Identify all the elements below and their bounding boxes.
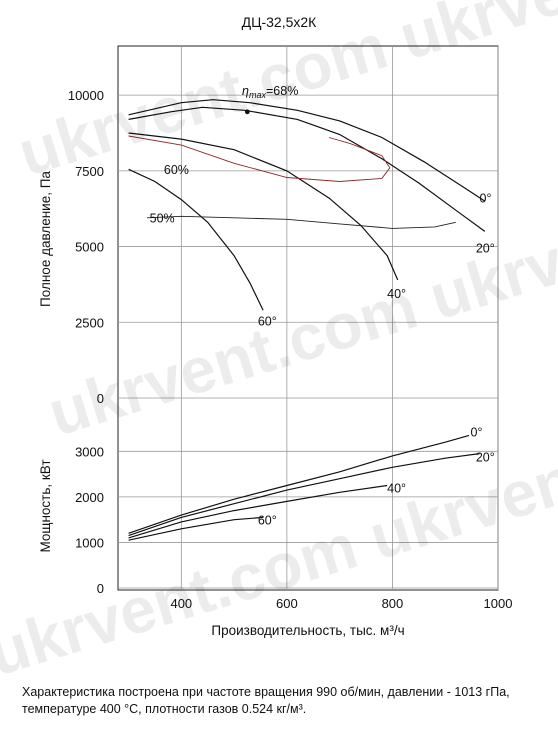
pressure-curve-label: 20° xyxy=(476,242,495,256)
pressure-y-tick-label: 5000 xyxy=(75,240,104,255)
efficiency-curve-60% xyxy=(128,135,391,182)
x-tick-label: 400 xyxy=(170,596,192,611)
power-y-tick-label: 0 xyxy=(97,581,104,596)
chart-footnote: Характеристика построена при частоте вра… xyxy=(22,685,510,716)
max-efficiency-point xyxy=(244,109,250,115)
pressure-y-tick-label: 10000 xyxy=(68,88,104,103)
pressure-y-tick-label: 2500 xyxy=(75,315,104,330)
pressure-series-line-60° xyxy=(128,168,264,311)
pressure-curve-label: 60° xyxy=(258,314,277,328)
power-y-axis-label: Мощность, кВт xyxy=(38,459,53,552)
pressure-curve-label: 60% xyxy=(164,163,189,177)
x-axis-label: Производительность, тыс. м³/ч xyxy=(211,623,404,638)
power-curve-label: 60° xyxy=(258,514,277,528)
plot-frame xyxy=(117,45,499,591)
power-curve-label: 0° xyxy=(471,425,483,439)
pressure-curve-label: ηmax=68% xyxy=(242,84,298,100)
pressure-curve-label: 0° xyxy=(480,192,492,206)
chart-title: ДЦ-32,5х2К xyxy=(241,14,317,30)
power-curve-label: 20° xyxy=(476,450,495,464)
x-tick-label: 600 xyxy=(276,596,298,611)
power-series-line-0° xyxy=(128,434,470,534)
pressure-curve-label: 40° xyxy=(387,287,406,301)
pressure-curve-label: 50% xyxy=(150,211,175,225)
x-tick-label: 800 xyxy=(382,596,404,611)
power-y-tick-label: 2000 xyxy=(75,490,104,505)
pressure-y-tick-label: 0 xyxy=(97,391,104,406)
efficiency-curve-50% xyxy=(146,215,456,229)
x-tick-label: 1000 xyxy=(484,596,513,611)
power-series-line-40° xyxy=(128,484,388,539)
pressure-series-line-0° xyxy=(128,99,486,202)
power-curve-label: 40° xyxy=(387,481,406,495)
power-y-tick-label: 3000 xyxy=(75,444,104,459)
power-series-line-60° xyxy=(128,516,264,541)
pressure-series-line-40° xyxy=(128,132,399,281)
pressure-y-axis-label: Полное давление, Па xyxy=(38,171,53,307)
pressure-series-line-20° xyxy=(128,106,486,232)
pressure-y-tick-label: 7500 xyxy=(75,164,104,179)
power-y-tick-label: 1000 xyxy=(75,535,104,550)
power-series-line-20° xyxy=(128,453,480,537)
